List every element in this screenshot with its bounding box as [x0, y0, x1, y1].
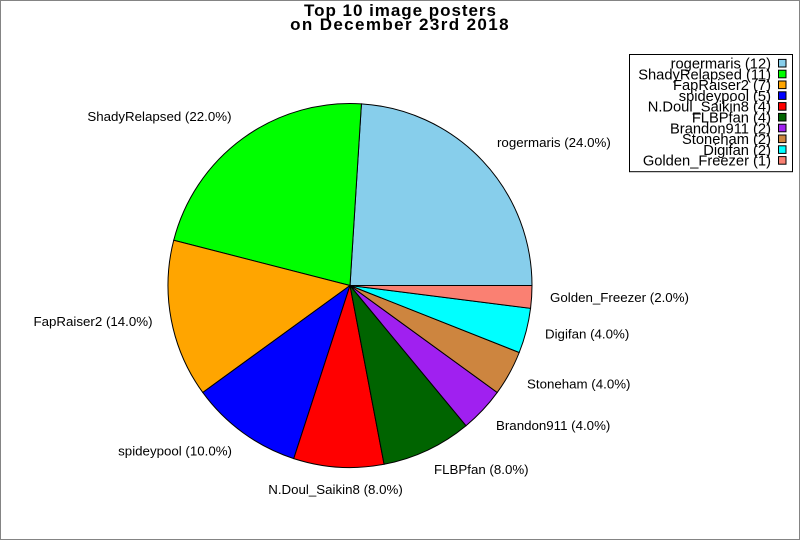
svg-text:FapRaiser2 (14.0%): FapRaiser2 (14.0%) — [34, 314, 153, 329]
svg-text:FapRaiser2 (7): FapRaiser2 (7) — [673, 78, 771, 94]
svg-text:Digifan (4.0%): Digifan (4.0%) — [545, 327, 629, 342]
svg-text:FLBPfan (8.0%): FLBPfan (8.0%) — [434, 462, 529, 477]
svg-text:Golden_Freezer (1): Golden_Freezer (1) — [643, 154, 771, 170]
svg-text:rogermaris (12): rogermaris (12) — [671, 57, 771, 73]
svg-text:Stoneham (2): Stoneham (2) — [682, 132, 771, 148]
svg-text:Top 10 image posters: Top 10 image posters — [304, 1, 497, 20]
svg-text:ShadyRelapsed (11): ShadyRelapsed (11) — [638, 67, 771, 83]
svg-text:Golden_Freezer (2.0%): Golden_Freezer (2.0%) — [550, 290, 689, 305]
svg-text:spideypool (10.0%): spideypool (10.0%) — [118, 444, 232, 459]
svg-text:Digifan (2): Digifan (2) — [703, 143, 771, 159]
svg-text:FLBPfan (4): FLBPfan (4) — [692, 111, 771, 127]
svg-text:Brandon911 (2): Brandon911 (2) — [670, 121, 771, 137]
svg-text:Stoneham (4.0%): Stoneham (4.0%) — [527, 377, 630, 392]
svg-text:Brandon911 (4.0%): Brandon911 (4.0%) — [496, 418, 610, 433]
svg-text:spideypool (5): spideypool (5) — [679, 89, 771, 105]
svg-text:N.Doul_Saikin8 (8.0%): N.Doul_Saikin8 (8.0%) — [268, 482, 403, 497]
svg-text:on December 23rd 2018: on December 23rd 2018 — [290, 15, 510, 34]
svg-text:N.Doul_Saikin8 (4): N.Doul_Saikin8 (4) — [648, 100, 771, 116]
svg-text:ShadyRelapsed (22.0%): ShadyRelapsed (22.0%) — [87, 109, 231, 124]
svg-text:rogermaris (24.0%): rogermaris (24.0%) — [497, 135, 611, 150]
